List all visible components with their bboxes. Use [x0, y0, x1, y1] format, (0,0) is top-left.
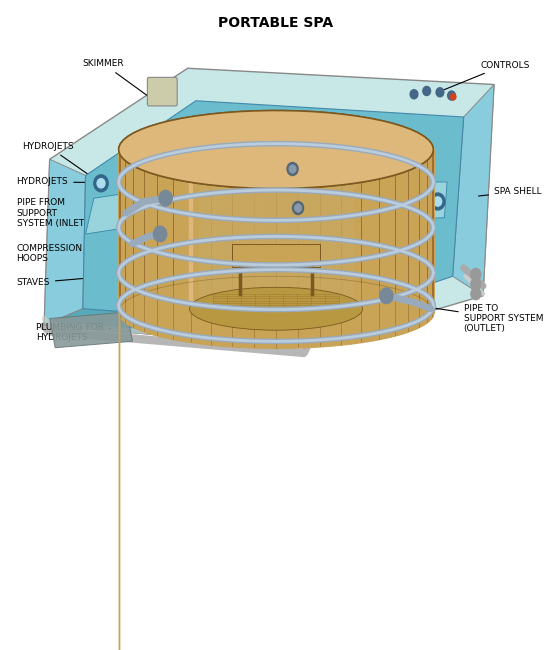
Polygon shape: [160, 176, 182, 260]
Circle shape: [436, 88, 444, 97]
Polygon shape: [44, 68, 494, 348]
Circle shape: [159, 190, 172, 206]
Circle shape: [471, 288, 481, 300]
Text: PIPE TO
SUPPORT SYSTEM
(OUTLET): PIPE TO SUPPORT SYSTEM (OUTLET): [420, 304, 543, 333]
Circle shape: [380, 288, 393, 304]
Text: PORTABLE SPA: PORTABLE SPA: [219, 16, 333, 31]
Polygon shape: [339, 182, 447, 221]
Text: HYDROJETS: HYDROJETS: [17, 177, 185, 187]
Circle shape: [97, 179, 105, 188]
Text: HOT TUB: HOT TUB: [241, 328, 311, 343]
Circle shape: [289, 165, 296, 173]
Polygon shape: [182, 176, 312, 221]
Circle shape: [287, 162, 298, 176]
Text: COMPRESSION
HOOPS: COMPRESSION HOOPS: [17, 244, 124, 263]
Polygon shape: [453, 84, 494, 296]
Polygon shape: [86, 188, 157, 234]
Ellipse shape: [119, 111, 433, 188]
FancyBboxPatch shape: [147, 77, 177, 106]
Polygon shape: [232, 244, 320, 266]
Polygon shape: [44, 159, 86, 325]
Circle shape: [293, 202, 304, 214]
Circle shape: [448, 91, 455, 100]
Text: SPA SHELL: SPA SHELL: [479, 187, 542, 196]
Circle shape: [434, 197, 442, 206]
Circle shape: [431, 193, 445, 210]
Text: STAVES: STAVES: [17, 274, 130, 287]
Circle shape: [295, 204, 301, 212]
Circle shape: [450, 94, 456, 100]
Text: SKIMMER: SKIMMER: [83, 59, 154, 100]
Text: PIPE FROM
SUPPORT
SYSTEM (INLET): PIPE FROM SUPPORT SYSTEM (INLET): [17, 198, 138, 228]
Circle shape: [471, 268, 481, 280]
Polygon shape: [157, 257, 301, 292]
Circle shape: [309, 190, 323, 207]
Circle shape: [94, 175, 108, 192]
Polygon shape: [44, 309, 309, 348]
Circle shape: [312, 194, 320, 203]
Circle shape: [153, 226, 167, 242]
Circle shape: [423, 86, 431, 96]
Polygon shape: [301, 177, 315, 260]
Circle shape: [471, 278, 481, 290]
Text: CONTROLS: CONTROLS: [440, 60, 529, 91]
Polygon shape: [50, 312, 132, 348]
Ellipse shape: [189, 287, 363, 330]
Circle shape: [410, 90, 418, 99]
Circle shape: [232, 287, 243, 300]
Text: DRAIN: DRAIN: [218, 296, 246, 315]
Polygon shape: [83, 101, 464, 325]
Text: PLUMBING FOR
HYDROJETS: PLUMBING FOR HYDROJETS: [36, 323, 110, 343]
Text: HYDROJETS: HYDROJETS: [22, 142, 99, 182]
